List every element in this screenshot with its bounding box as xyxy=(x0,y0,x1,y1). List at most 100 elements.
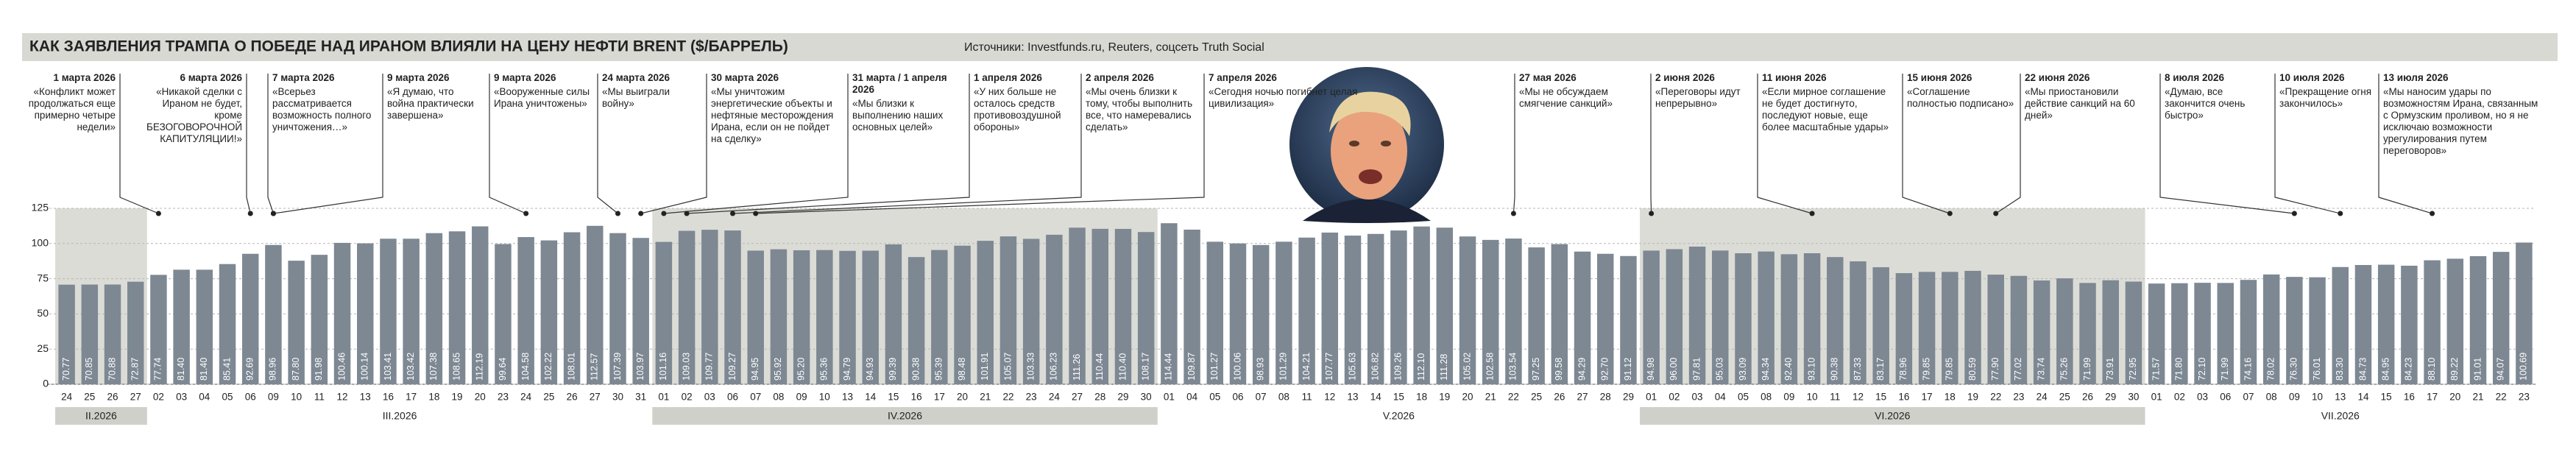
annotation-text: «Конфликт может продолжаться еще примерн… xyxy=(28,86,116,133)
photo-eye xyxy=(1349,141,1359,146)
bar xyxy=(1344,236,1362,384)
leader-line xyxy=(687,74,970,214)
annotation-date: 15 июня 2026 xyxy=(1907,72,1972,83)
value-label: 107.39 xyxy=(612,353,623,381)
annotation-text: «Вооруженные силы Ирана уничтожены» xyxy=(494,86,590,109)
annotation-date: 9 марта 2026 xyxy=(387,72,450,83)
bar xyxy=(1183,229,1200,384)
value-label: 109.03 xyxy=(681,353,691,381)
value-label: 105.02 xyxy=(1462,353,1472,381)
value-label: 87.80 xyxy=(291,358,301,381)
bar xyxy=(333,242,351,384)
value-label: 81.40 xyxy=(176,358,186,381)
x-tick-label: 01 xyxy=(658,392,669,403)
value-label: 103.54 xyxy=(1508,353,1518,381)
value-label: 105.07 xyxy=(1002,353,1013,381)
bar xyxy=(1942,272,1958,384)
bar xyxy=(1252,244,1270,384)
bar xyxy=(425,233,443,384)
value-label: 78.96 xyxy=(1898,358,1908,381)
leader-line xyxy=(273,74,383,214)
annotation: 1 апреля 2026 «У них больше не осталось с… xyxy=(974,72,1075,133)
x-tick-label: 28 xyxy=(1600,392,1611,403)
bar xyxy=(1712,250,1729,384)
value-label: 98.48 xyxy=(957,358,967,381)
bar xyxy=(1895,273,1913,384)
value-label: 109.77 xyxy=(704,353,715,381)
annotation: 7 марта 2026 «Всерьез рассматривается воз… xyxy=(272,72,377,133)
bar xyxy=(2354,264,2372,384)
x-tick-label: 12 xyxy=(337,392,348,403)
annotation-text: «Мы наносим удары по возможностям Ирана,… xyxy=(2383,86,2538,156)
annotation: 13 июля 2026 «Мы наносим удары по возможн… xyxy=(2383,72,2545,157)
x-tick-label: 16 xyxy=(2404,392,2415,403)
leader-dot xyxy=(1510,211,1516,216)
annotation: 10 июля 2026 «Прекращение огня закончилос… xyxy=(2279,72,2373,110)
bar xyxy=(150,275,167,384)
annotation: 2 апреля 2026 «Мы очень близки к тому, чт… xyxy=(1086,72,1198,133)
leader-dot xyxy=(155,211,161,216)
month-label: VI.2026 xyxy=(1875,410,1910,422)
value-label: 92.70 xyxy=(1600,358,1610,381)
x-tick-label: 14 xyxy=(1370,392,1382,403)
value-label: 94.79 xyxy=(842,358,852,381)
annotation-text: «Мы уничтожим энергетические объекты и н… xyxy=(711,86,834,144)
leader-line xyxy=(1757,74,1813,214)
value-label: 94.34 xyxy=(1761,358,1771,381)
value-label: 99.64 xyxy=(498,358,508,381)
annotation-date: 11 июня 2026 xyxy=(1762,72,1827,83)
bar xyxy=(2309,277,2326,384)
leader-dot xyxy=(1947,211,1953,216)
value-label: 106.82 xyxy=(1370,353,1381,381)
bar xyxy=(839,250,856,384)
x-tick-label: 12 xyxy=(1853,392,1864,403)
bar xyxy=(1597,253,1614,384)
x-tick-label: 10 xyxy=(2312,392,2323,403)
bar xyxy=(2401,265,2418,384)
annotation-text: «Мы приостановили действие санкций на 60… xyxy=(2025,86,2135,121)
annotation-date: 13 июля 2026 xyxy=(2383,72,2449,83)
value-label: 98.96 xyxy=(268,358,278,381)
bar xyxy=(701,230,718,384)
annotation: 27 мая 2026 «Мы не обсуждаем смягчение са… xyxy=(1519,72,1645,110)
annotation-text: «Никакой сделки с Ираном не будет, кроме… xyxy=(146,86,243,144)
annotation: 7 апреля 2026 «Сегодня ночью погибнет цел… xyxy=(1209,72,1370,110)
annotation-text: «Мы не обсуждаем смягчение санкций» xyxy=(1519,86,1613,109)
x-tick-label: 10 xyxy=(291,392,302,403)
value-label: 93.09 xyxy=(1738,358,1748,381)
value-label: 84.95 xyxy=(2380,358,2391,381)
value-label: 83.30 xyxy=(2335,358,2345,381)
bar xyxy=(632,238,649,384)
x-tick-label: 02 xyxy=(2174,392,2185,403)
bar xyxy=(999,236,1017,384)
photo-mouth xyxy=(1359,169,1382,184)
x-tick-label: 08 xyxy=(1761,392,1772,403)
bar xyxy=(495,244,512,384)
x-tick-label: 04 xyxy=(1186,392,1198,403)
bar xyxy=(1413,226,1430,384)
value-label: 106.23 xyxy=(1049,353,1059,381)
value-label: 94.07 xyxy=(2495,358,2505,381)
value-label: 98.93 xyxy=(1255,358,1265,381)
value-label: 77.02 xyxy=(2013,358,2023,381)
value-label: 94.29 xyxy=(1577,358,1587,381)
x-tick-label: 22 xyxy=(1002,392,1013,403)
bar xyxy=(563,232,581,384)
x-tick-label: 16 xyxy=(383,392,394,403)
bar xyxy=(357,243,374,384)
x-tick-label: 12 xyxy=(1324,392,1335,403)
x-tick-label: 09 xyxy=(2289,392,2300,403)
value-label: 103.41 xyxy=(383,353,393,381)
annotation: 11 июня 2026 «Если мирное соглашение не б… xyxy=(1762,72,1897,133)
leader-dot xyxy=(615,211,620,216)
value-label: 109.87 xyxy=(1186,353,1197,381)
x-tick-label: 19 xyxy=(1439,392,1450,403)
bar xyxy=(678,230,696,384)
bar xyxy=(1780,254,1798,384)
x-tick-label: 10 xyxy=(1807,392,1818,403)
x-tick-label: 25 xyxy=(1531,392,1542,403)
x-tick-label: 17 xyxy=(2427,392,2438,403)
bar xyxy=(2033,280,2050,384)
x-tick-label: 22 xyxy=(1508,392,1519,403)
bar xyxy=(472,226,489,384)
